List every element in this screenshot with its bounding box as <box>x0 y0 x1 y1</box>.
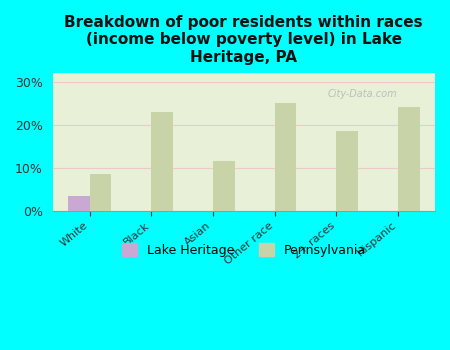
Bar <box>213 161 234 211</box>
Bar <box>68 196 90 211</box>
Text: City-Data.com: City-Data.com <box>328 89 397 99</box>
Legend: Lake Heritage, Pennsylvania: Lake Heritage, Pennsylvania <box>117 238 371 262</box>
Bar <box>398 107 419 211</box>
Title: Breakdown of poor residents within races
(income below poverty level) in Lake
He: Breakdown of poor residents within races… <box>64 15 423 65</box>
Bar <box>151 112 173 211</box>
Bar <box>90 174 111 211</box>
Bar <box>274 103 296 211</box>
Bar <box>336 131 358 211</box>
